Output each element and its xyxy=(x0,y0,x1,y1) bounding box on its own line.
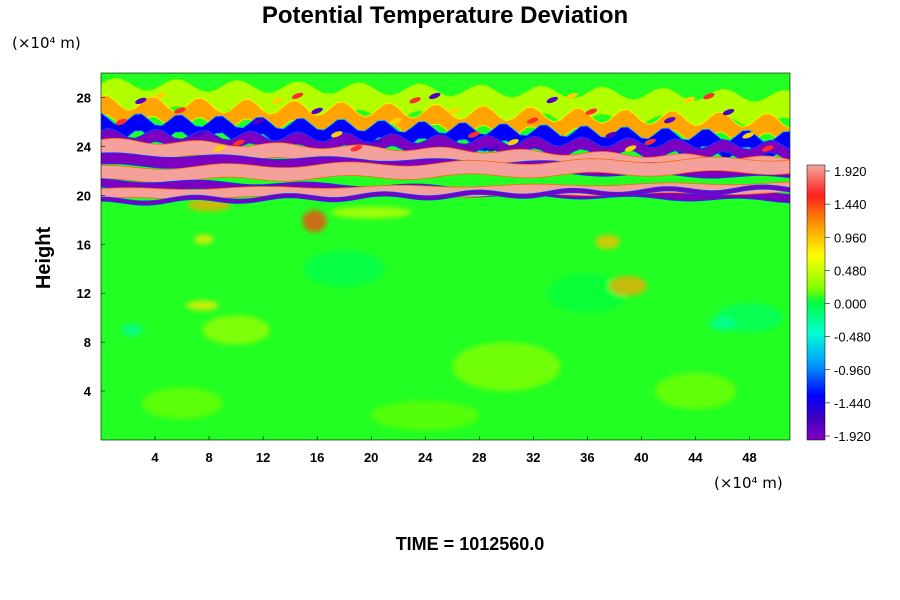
band-layer xyxy=(101,77,790,206)
field-feature xyxy=(330,206,412,219)
field-feature xyxy=(302,210,327,233)
y-tick-label: 28 xyxy=(77,90,91,105)
wave-streak xyxy=(468,131,480,138)
wave-streak xyxy=(762,145,774,152)
wave-streak xyxy=(742,132,754,139)
wave-streak xyxy=(526,117,539,124)
wave-streak xyxy=(370,139,382,146)
wave-streak xyxy=(174,107,186,114)
wave-streak xyxy=(507,139,519,146)
x-unit-label: (×10⁴ m) xyxy=(714,474,783,492)
x-ticks: 4 8 12 16 20 24 28 32 36 40 44 48 xyxy=(151,436,757,465)
x-tick-label: 24 xyxy=(418,450,433,465)
wave-streak xyxy=(135,97,147,104)
wave-streak xyxy=(664,117,676,124)
wave-streak xyxy=(154,92,167,99)
wave-streak xyxy=(566,92,578,100)
y-tick-label: 20 xyxy=(77,188,91,203)
y-tick-label: 24 xyxy=(77,139,92,154)
wave-streak xyxy=(272,97,284,104)
x-tick-label: 48 xyxy=(742,450,756,465)
x-tick-label: 32 xyxy=(526,450,540,465)
colorbar-tick-label: 1.920 xyxy=(834,164,867,179)
wave-streak xyxy=(311,107,323,114)
wave-streak xyxy=(703,93,715,100)
wave-streak xyxy=(193,130,206,137)
x-tick-label: 44 xyxy=(688,450,703,465)
wave-streak xyxy=(683,96,696,103)
y-unit-label: (×10⁴ m) xyxy=(12,34,81,52)
x-tick-label: 12 xyxy=(256,450,270,465)
colorbar-tick-label: -0.960 xyxy=(834,363,871,378)
wave-streak xyxy=(291,92,304,99)
wave-streak xyxy=(722,108,735,116)
wave-streak xyxy=(213,145,225,152)
time-label: TIME = 1012560.0 xyxy=(396,534,545,554)
field-feature xyxy=(608,276,647,296)
x-tick-label: 20 xyxy=(364,450,378,465)
wave-streak xyxy=(252,118,265,125)
wave-streak xyxy=(115,118,127,126)
colorbar-tick-label: -0.480 xyxy=(834,330,871,345)
chart-title: Potential Temperature Deviation xyxy=(262,2,628,29)
wave-streak xyxy=(331,131,343,138)
wave-streak xyxy=(585,108,598,115)
colorbar xyxy=(806,164,826,441)
y-tick-label: 4 xyxy=(84,384,92,399)
y-tick-label: 8 xyxy=(84,335,91,350)
field-feature xyxy=(546,273,628,313)
colorbar-tick-label: -1.440 xyxy=(834,396,871,411)
wave-streak xyxy=(233,139,245,146)
heatmap-plot-area xyxy=(101,73,790,440)
field-layer xyxy=(121,199,784,431)
y-ticks: 4 8 12 16 20 24 28 xyxy=(77,90,105,399)
temperature-band xyxy=(101,156,790,184)
field-feature xyxy=(708,316,736,332)
wave-streak xyxy=(487,145,500,152)
field-feature xyxy=(186,300,219,311)
colorbar-tick-label: 1.440 xyxy=(834,197,867,212)
wave-streak xyxy=(350,145,363,152)
colorbar-tick-label: 0.480 xyxy=(834,263,867,278)
field-feature xyxy=(194,234,214,245)
plot-frame xyxy=(100,72,791,441)
colorbar-tick-label: -1.920 xyxy=(834,429,871,444)
field-feature xyxy=(452,342,561,392)
field-feature xyxy=(202,315,270,345)
field-feature xyxy=(141,387,223,420)
wave-streak xyxy=(448,108,460,115)
x-tick-label: 8 xyxy=(205,450,212,465)
field-feature xyxy=(121,323,143,337)
x-tick-label: 16 xyxy=(310,450,324,465)
colorbar-tick-label: 0.000 xyxy=(834,297,867,312)
colorbar-ticks: 1.920 1.440 0.960 0.480 0.000 -0.480 -0.960 -1.… xyxy=(825,164,871,444)
x-tick-label: 36 xyxy=(580,450,594,465)
wave-streak xyxy=(389,117,402,125)
wave-streak xyxy=(428,92,441,100)
y-tick-label: 16 xyxy=(77,237,91,252)
wave-streak xyxy=(644,138,656,145)
colorbar-tick-label: 0.960 xyxy=(834,230,867,245)
x-tick-label: 4 xyxy=(151,450,159,465)
wave-streak xyxy=(605,131,617,139)
field-feature xyxy=(303,250,385,288)
field-feature xyxy=(654,372,736,410)
field-feature xyxy=(371,400,480,431)
wave-streak xyxy=(624,145,637,152)
x-tick-label: 28 xyxy=(472,450,486,465)
field-feature xyxy=(595,234,620,250)
temperature-band xyxy=(101,184,790,206)
y-axis-label: Height xyxy=(33,227,55,290)
wave-streak xyxy=(546,96,558,104)
x-tick-label: 40 xyxy=(634,450,648,465)
y-tick-label: 12 xyxy=(77,286,91,301)
wave-streak xyxy=(409,97,421,104)
